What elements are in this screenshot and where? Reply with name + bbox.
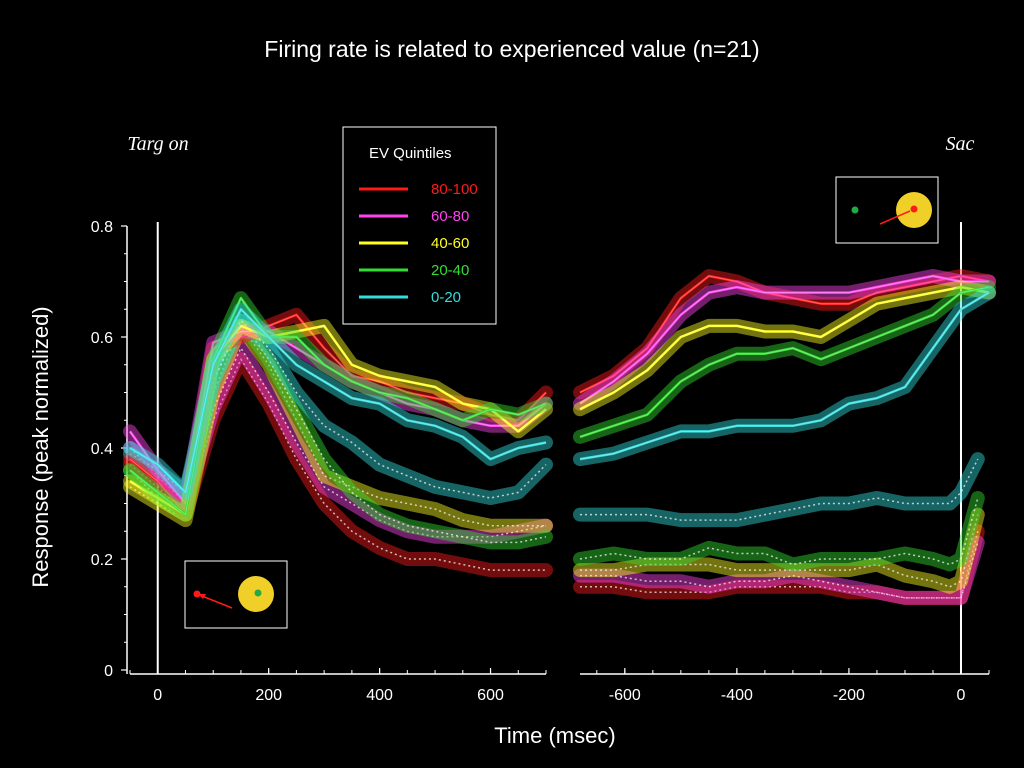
- series-band: [573, 491, 985, 572]
- series-0-20-solid: [573, 285, 996, 467]
- series-highlight: [579, 292, 990, 460]
- series-line: [579, 274, 989, 405]
- target-dot-icon: [254, 589, 262, 597]
- y-axis-label: Response (peak normalized): [28, 306, 53, 587]
- series-line: [579, 291, 990, 461]
- x-tick-label: 0: [957, 687, 966, 704]
- series-line: [129, 358, 546, 571]
- series-60-80-solid: [573, 269, 996, 411]
- series-highlight: [129, 308, 547, 493]
- series-line: [579, 285, 990, 439]
- series-20-40-solid: [573, 280, 996, 444]
- series-80-100-dotted: [123, 352, 553, 578]
- y-tick-label: 0.8: [91, 219, 113, 236]
- series-highlight: [129, 297, 547, 516]
- end-dot-icon: [910, 205, 918, 213]
- x-tick-label: 400: [366, 687, 393, 704]
- series-20-40-solid: [123, 291, 553, 522]
- saccade-arrow-icon: [201, 595, 233, 609]
- series-line: [580, 542, 979, 599]
- series-highlight: [579, 286, 990, 410]
- series-line: [129, 308, 547, 494]
- series-highlight: [579, 275, 990, 393]
- series-20-40-dotted: [573, 491, 985, 572]
- x-tick-label: -600: [609, 687, 641, 704]
- series-line: [129, 296, 547, 516]
- series-line: [579, 274, 990, 394]
- series-band: [123, 318, 553, 533]
- series-40-60-solid: [573, 280, 996, 417]
- legend-label: 20-40: [431, 262, 469, 279]
- inset-target-onset: [184, 560, 288, 629]
- series-40-60-dotted: [123, 318, 553, 533]
- y-tick-label: 0.4: [91, 441, 113, 458]
- series-highlight: [579, 286, 990, 438]
- series-line: [580, 514, 979, 588]
- series-highlight: [579, 275, 989, 405]
- series-80-100-solid: [573, 269, 996, 400]
- inset-saccade: [835, 176, 939, 244]
- x-axis-label: Time (msec): [494, 723, 615, 748]
- fixation-dot-icon: [851, 206, 859, 214]
- series-60-80-dotted: [123, 341, 553, 544]
- fixation-dot-icon: [193, 590, 201, 598]
- series-line: [129, 347, 547, 538]
- x-tick-label: 200: [255, 687, 282, 704]
- legend: EV Quintiles 80-100 60-80 40-60 20-40 0-20: [342, 126, 497, 325]
- panel-label-targ-on: Targ on: [127, 133, 188, 155]
- series-line: [579, 285, 990, 411]
- series-group: [123, 269, 996, 605]
- legend-label: 60-80: [431, 208, 469, 225]
- legend-title: EV Quintiles: [369, 145, 452, 162]
- legend-label: 0-20: [431, 289, 461, 306]
- y-tick-label: 0.6: [91, 330, 113, 347]
- legend-label: 80-100: [431, 181, 478, 198]
- x-tick-label: -200: [833, 687, 865, 704]
- saccade-arrow-icon: [879, 210, 911, 225]
- series-0-20-dotted: [573, 452, 985, 528]
- x-tick-label: 600: [477, 687, 504, 704]
- series-band: [573, 452, 985, 528]
- x-tick-label: 0: [153, 687, 162, 704]
- chart-title: Firing rate is related to experienced va…: [264, 36, 759, 62]
- y-tick-label: 0: [104, 663, 113, 680]
- series-20-40-dotted: [123, 313, 553, 550]
- legend-entries: 80-100 60-80 40-60 20-40 0-20: [359, 181, 478, 306]
- y-tick-label: 0.2: [91, 552, 113, 569]
- legend-box: [342, 126, 497, 325]
- series-40-60-dotted: [573, 507, 985, 594]
- x-tick-label: -400: [721, 687, 753, 704]
- series-60-80-dotted: [573, 535, 985, 605]
- series-0-20-solid: [123, 302, 553, 500]
- axes-group: 0 0.2 0.4 0.6 0.8 0 200 400 600 -600 -400 -200 0: [91, 219, 990, 704]
- series-line: [129, 319, 547, 544]
- legend-label: 40-60: [431, 235, 469, 252]
- panel-label-sac: Sac: [946, 133, 975, 155]
